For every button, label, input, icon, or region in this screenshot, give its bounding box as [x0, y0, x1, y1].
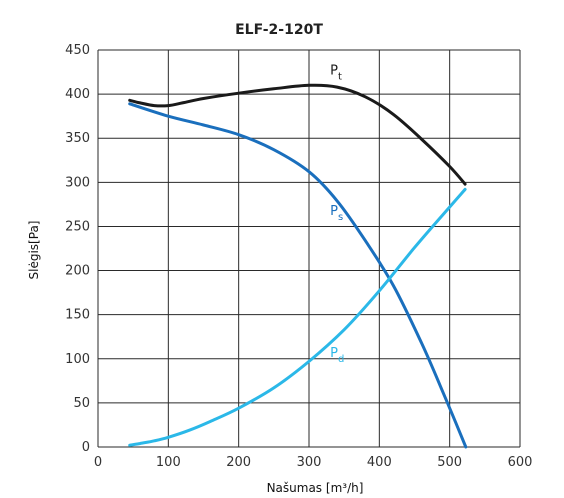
series-line-ps	[128, 102, 468, 449]
y-axis-label: Slėgis[Pa]	[27, 221, 41, 280]
x-tick-label: 400	[367, 455, 392, 470]
series-label-ps: Ps	[330, 204, 343, 223]
series-line-pd	[128, 187, 467, 447]
x-axis-unit: [m³/h]	[326, 481, 364, 495]
y-tick-label: 150	[65, 308, 90, 323]
y-tick-label: 350	[65, 131, 90, 146]
series-line-pt	[128, 83, 467, 186]
y-tick-label: 400	[65, 87, 90, 102]
y-tick-label: 250	[65, 219, 90, 234]
x-tick-label: 0	[94, 455, 102, 470]
y-tick-labels: 0 50 100 150 200 250 300 350 400 450	[65, 43, 90, 455]
y-tick-label: 0	[82, 440, 90, 455]
series-labels: Pt Ps Pd	[330, 64, 344, 365]
x-axis-label-text: Našumas	[267, 481, 322, 495]
y-axis-unit: [Pa]	[27, 221, 41, 244]
series-label-pt: Pt	[330, 64, 342, 83]
x-tick-label: 600	[508, 455, 533, 470]
x-tick-label: 200	[226, 455, 251, 470]
x-tick-labels: 0 100 200 300 400 500 600	[94, 455, 533, 470]
y-tick-label: 50	[73, 396, 90, 411]
series-label-pd: Pd	[330, 346, 344, 365]
y-axis-label-text: Slėgis	[27, 244, 41, 280]
y-tick-label: 300	[65, 175, 90, 190]
chart-title: ELF-2-120T	[235, 22, 323, 38]
y-tick-label: 200	[65, 264, 90, 279]
x-axis-label: Našumas [m³/h]	[267, 481, 364, 495]
y-tick-label: 450	[65, 43, 90, 58]
x-tick-label: 100	[156, 455, 181, 470]
y-tick-label: 100	[65, 352, 90, 367]
series-lines	[128, 83, 468, 449]
grid	[97, 49, 521, 448]
x-tick-label: 500	[437, 455, 462, 470]
x-tick-label: 300	[297, 455, 322, 470]
